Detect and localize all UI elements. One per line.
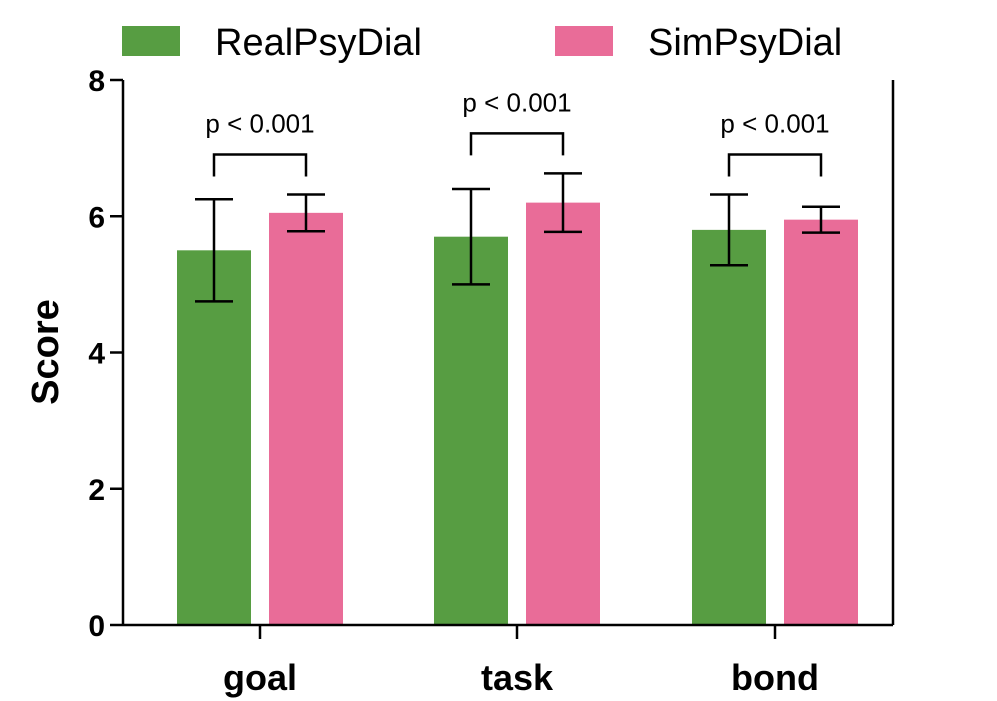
p-value-label-goal: p < 0.001 bbox=[205, 108, 314, 138]
bar-bond-SimPsyDial bbox=[784, 219, 858, 625]
p-value-label-bond: p < 0.001 bbox=[720, 108, 829, 138]
x-tick-label-task: task bbox=[481, 657, 554, 698]
error-bar-task-RealPsyDial bbox=[452, 187, 490, 286]
x-tick-label-bond: bond bbox=[731, 657, 819, 698]
error-bar-bond-RealPsyDial bbox=[710, 193, 748, 267]
y-tick-label-6: 6 bbox=[88, 201, 105, 234]
y-tick-label-4: 4 bbox=[88, 338, 105, 371]
y-tick-label-0: 0 bbox=[88, 610, 105, 643]
legend-label-RealPsyDial: RealPsyDial bbox=[215, 22, 422, 64]
axes: 0 2 4 6 8 goal task bond bbox=[88, 65, 895, 698]
error-bars bbox=[195, 172, 840, 303]
bars bbox=[177, 202, 858, 625]
bar-bond-RealPsyDial bbox=[692, 229, 766, 625]
error-bar-goal-SimPsyDial bbox=[287, 193, 325, 233]
legend: RealPsyDial SimPsyDial bbox=[122, 22, 842, 64]
error-bar-task-SimPsyDial bbox=[544, 172, 582, 234]
y-axis-title: Score bbox=[25, 299, 67, 405]
error-bar-goal-RealPsyDial bbox=[195, 197, 233, 303]
legend-label-SimPsyDial: SimPsyDial bbox=[648, 22, 842, 64]
x-tick-label-goal: goal bbox=[223, 657, 297, 698]
bar-goal-SimPsyDial bbox=[269, 212, 343, 625]
legend-swatch-SimPsyDial bbox=[555, 26, 613, 56]
significance-bracket-bond bbox=[727, 153, 823, 177]
significance-bracket-task bbox=[469, 132, 565, 156]
significance-bracket-goal bbox=[212, 153, 308, 177]
error-bar-bond-SimPsyDial bbox=[802, 205, 840, 234]
significance-brackets: p < 0.001 p < 0.001 p < 0.001 bbox=[205, 87, 830, 177]
legend-swatch-RealPsyDial bbox=[122, 26, 180, 56]
bar-goal-RealPsyDial bbox=[177, 250, 251, 625]
bar-task-RealPsyDial bbox=[434, 236, 508, 625]
bar-task-SimPsyDial bbox=[526, 202, 600, 625]
y-tick-label-8: 8 bbox=[88, 65, 105, 98]
p-value-label-task: p < 0.001 bbox=[462, 87, 571, 117]
y-tick-label-2: 2 bbox=[88, 474, 105, 507]
